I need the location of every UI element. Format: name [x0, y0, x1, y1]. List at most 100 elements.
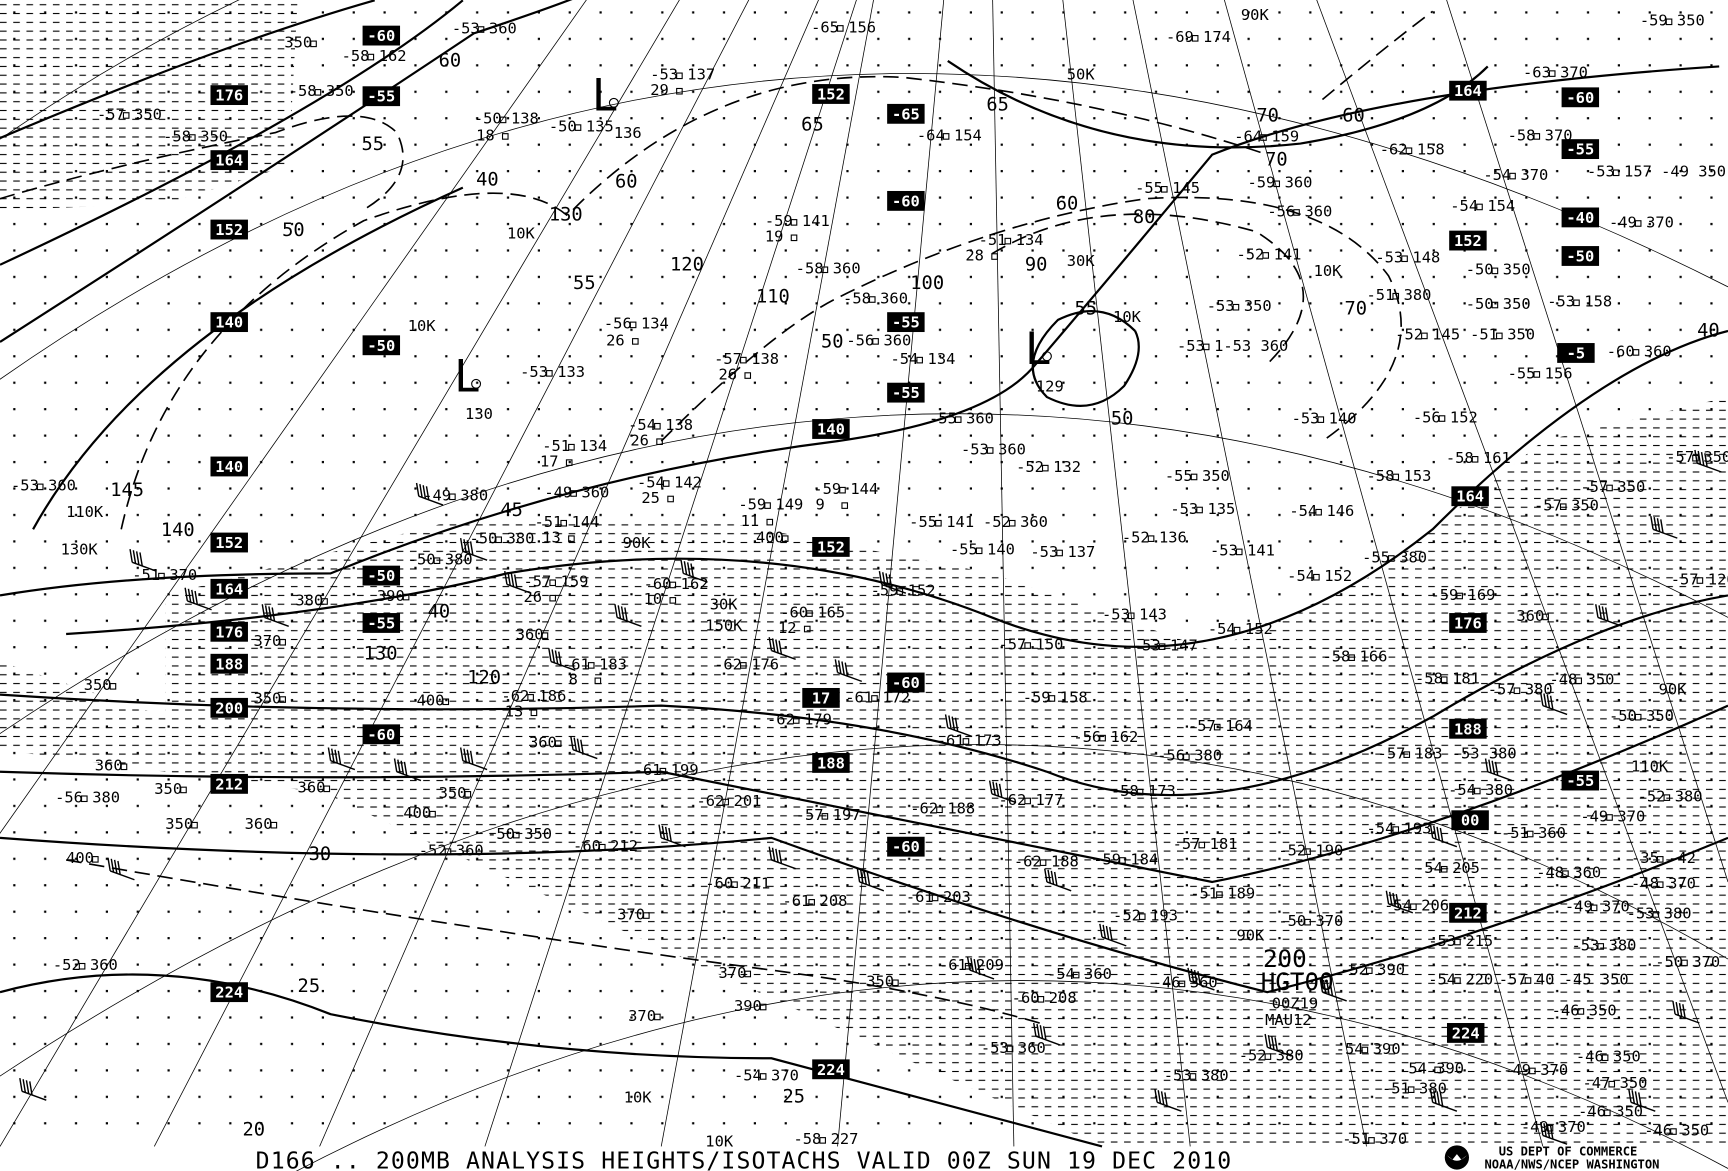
station-marker — [868, 296, 876, 303]
height-label-box-text: 140 — [215, 458, 243, 476]
station-marker — [549, 579, 556, 587]
station-plot: 26 — [606, 331, 625, 349]
contour-value-label: 65 — [801, 114, 824, 135]
station-plot: 370 — [617, 905, 645, 923]
station-plot: 28 — [965, 246, 984, 264]
station-marker — [1313, 573, 1320, 581]
altitude-label: 110K — [1631, 758, 1669, 776]
temperature-label-box-text: -5 — [1567, 344, 1586, 362]
station-marker — [662, 480, 670, 487]
station-marker — [1597, 943, 1605, 950]
station-marker — [36, 483, 44, 491]
station-marker — [643, 912, 650, 919]
station-marker — [792, 717, 800, 724]
station-marker — [836, 25, 844, 32]
station-marker — [501, 133, 509, 140]
height-label-box: 164 — [210, 150, 248, 171]
wind-barb-icon — [944, 714, 973, 738]
station-marker — [1348, 654, 1355, 661]
station-marker — [122, 112, 130, 119]
station-marker — [1191, 35, 1199, 42]
station-marker — [1039, 859, 1047, 866]
contour-value-label: 65 — [986, 95, 1009, 116]
station-marker — [892, 979, 899, 987]
station-marker — [935, 519, 942, 527]
station-marker — [512, 831, 520, 839]
station-marker — [1405, 147, 1413, 155]
station-plot: 350 — [439, 784, 467, 802]
station-marker — [954, 416, 962, 423]
wind-barb-icon — [1694, 449, 1722, 473]
height-label-box: 176 — [210, 85, 248, 106]
station-marker — [442, 698, 450, 706]
station-marker — [429, 810, 436, 818]
station-marker — [722, 798, 729, 806]
wind-barb-icon — [129, 549, 157, 572]
height-label-box-text: 188 — [817, 754, 845, 772]
station-marker — [1368, 1137, 1375, 1144]
station-plot: 370 — [719, 964, 747, 982]
station-marker — [1365, 967, 1373, 974]
station-marker — [1006, 1045, 1014, 1053]
station-marker — [568, 443, 575, 451]
temperature-label-box-text: -60 — [367, 726, 395, 744]
station-marker — [1526, 830, 1534, 838]
temperature-label-box: -55 — [1561, 139, 1600, 160]
station-plot: 26 — [630, 432, 649, 450]
station-marker — [565, 459, 573, 466]
station-marker — [790, 234, 798, 242]
station-marker — [321, 598, 328, 605]
temperature-label-box: -55 — [887, 312, 925, 333]
station-marker — [594, 677, 602, 685]
station-marker — [279, 638, 286, 646]
stamp-tag: MAU12 — [1265, 1011, 1311, 1029]
station-marker — [872, 338, 879, 345]
station-marker — [1127, 612, 1135, 620]
low-symbol: L — [592, 71, 619, 122]
station-marker — [1198, 841, 1206, 849]
contour-value-label: 60 — [439, 50, 462, 71]
station-marker — [1232, 303, 1240, 311]
low-pressure-center: L 136 — [592, 71, 642, 143]
station-marker — [433, 557, 441, 565]
station-marker — [1634, 713, 1642, 721]
station-marker — [821, 266, 829, 274]
station-marker — [806, 610, 813, 617]
station-marker — [740, 356, 747, 364]
station-marker — [1670, 1128, 1677, 1135]
station-marker — [1119, 857, 1126, 864]
wind-barb-icon — [504, 571, 532, 594]
station-plot: 360 — [529, 734, 557, 752]
contour-value-label: 145 — [110, 480, 144, 501]
station-marker — [1099, 734, 1106, 742]
station-plot: 26 — [719, 365, 738, 383]
station-marker — [654, 422, 661, 430]
station-plot: -57 120 — [1671, 570, 1728, 588]
station-marker — [587, 662, 595, 669]
stamp-level: 200 — [1263, 944, 1307, 973]
station-marker — [78, 962, 86, 970]
station-marker — [1388, 555, 1395, 562]
temperature-label-box-text: -55 — [1566, 141, 1594, 159]
height-label-box: 00 — [1451, 810, 1489, 831]
station-plot: 360 — [298, 779, 326, 797]
station-marker — [541, 632, 549, 639]
wind-barb-icon — [1539, 1122, 1568, 1145]
temperature-label-box: -55 — [1561, 770, 1600, 791]
wind-barb-icon — [1429, 824, 1458, 848]
wind-barb-icon — [856, 868, 885, 892]
station-marker — [1037, 996, 1045, 1003]
contour-value-label: 20 — [242, 1119, 265, 1140]
station-marker — [1652, 911, 1660, 918]
station-marker — [1529, 1067, 1536, 1075]
station-marker — [1524, 977, 1532, 984]
contour-value-label: 100 — [910, 273, 944, 294]
station-marker — [477, 26, 485, 33]
wind-barb-icon — [1628, 1089, 1656, 1112]
station-plot: 54 390 — [1408, 1060, 1464, 1078]
station-plot: 12 — [778, 619, 797, 637]
contour-value-label: 90 — [1025, 254, 1048, 275]
station-plot: 8 — [569, 671, 578, 689]
height-label-box: 176 — [1449, 613, 1487, 633]
altitude-label: 50K — [1067, 66, 1096, 84]
